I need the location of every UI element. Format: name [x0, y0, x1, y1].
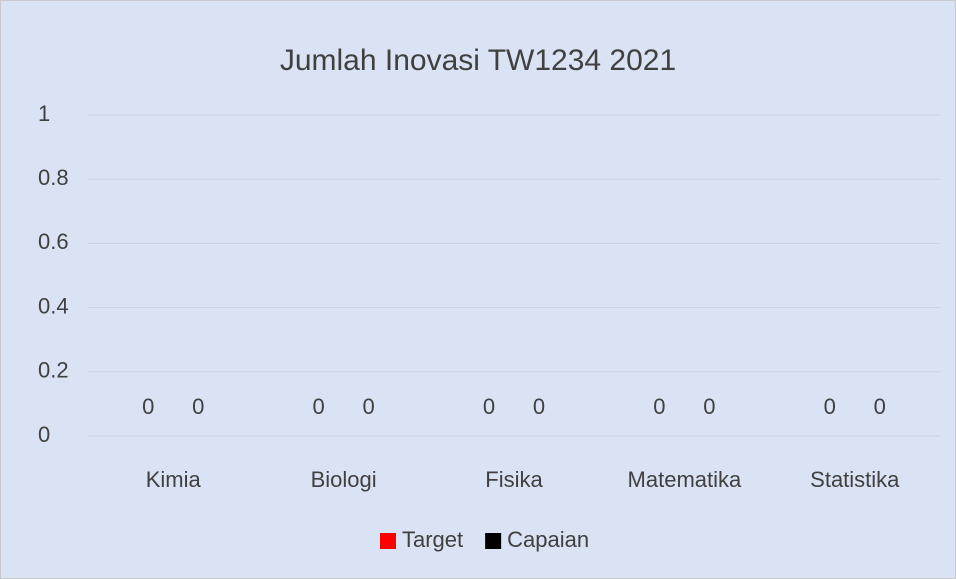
y-tick-label: 0.4	[38, 293, 69, 318]
x-tick-label: Matematika	[628, 467, 742, 492]
y-tick-label: 0.8	[38, 165, 69, 190]
y-tick-label: 0.6	[38, 229, 69, 254]
data-label: 0	[533, 394, 545, 419]
data-label: 0	[142, 394, 154, 419]
y-tick-label: 0.2	[38, 358, 69, 383]
data-label: 0	[483, 394, 495, 419]
data-label: 0	[192, 394, 204, 419]
data-label: 0	[824, 394, 836, 419]
legend-swatch	[380, 533, 396, 549]
legend-label: Capaian	[507, 527, 589, 552]
x-tick-label: Fisika	[485, 467, 543, 492]
legend-swatch	[485, 533, 502, 549]
legend-label: Target	[402, 527, 463, 552]
data-label: 0	[653, 394, 665, 419]
x-tick-label: Kimia	[146, 467, 202, 492]
x-tick-label: Biologi	[311, 467, 377, 492]
data-label: 0	[874, 394, 886, 419]
data-label: 0	[703, 394, 715, 419]
data-label: 0	[312, 394, 324, 419]
x-tick-label: Statistika	[810, 467, 900, 492]
y-tick-label: 1	[38, 101, 50, 126]
data-label: 0	[362, 394, 374, 419]
chart-title: Jumlah Inovasi TW1234 2021	[280, 44, 676, 77]
y-tick-label: 0	[38, 422, 50, 447]
